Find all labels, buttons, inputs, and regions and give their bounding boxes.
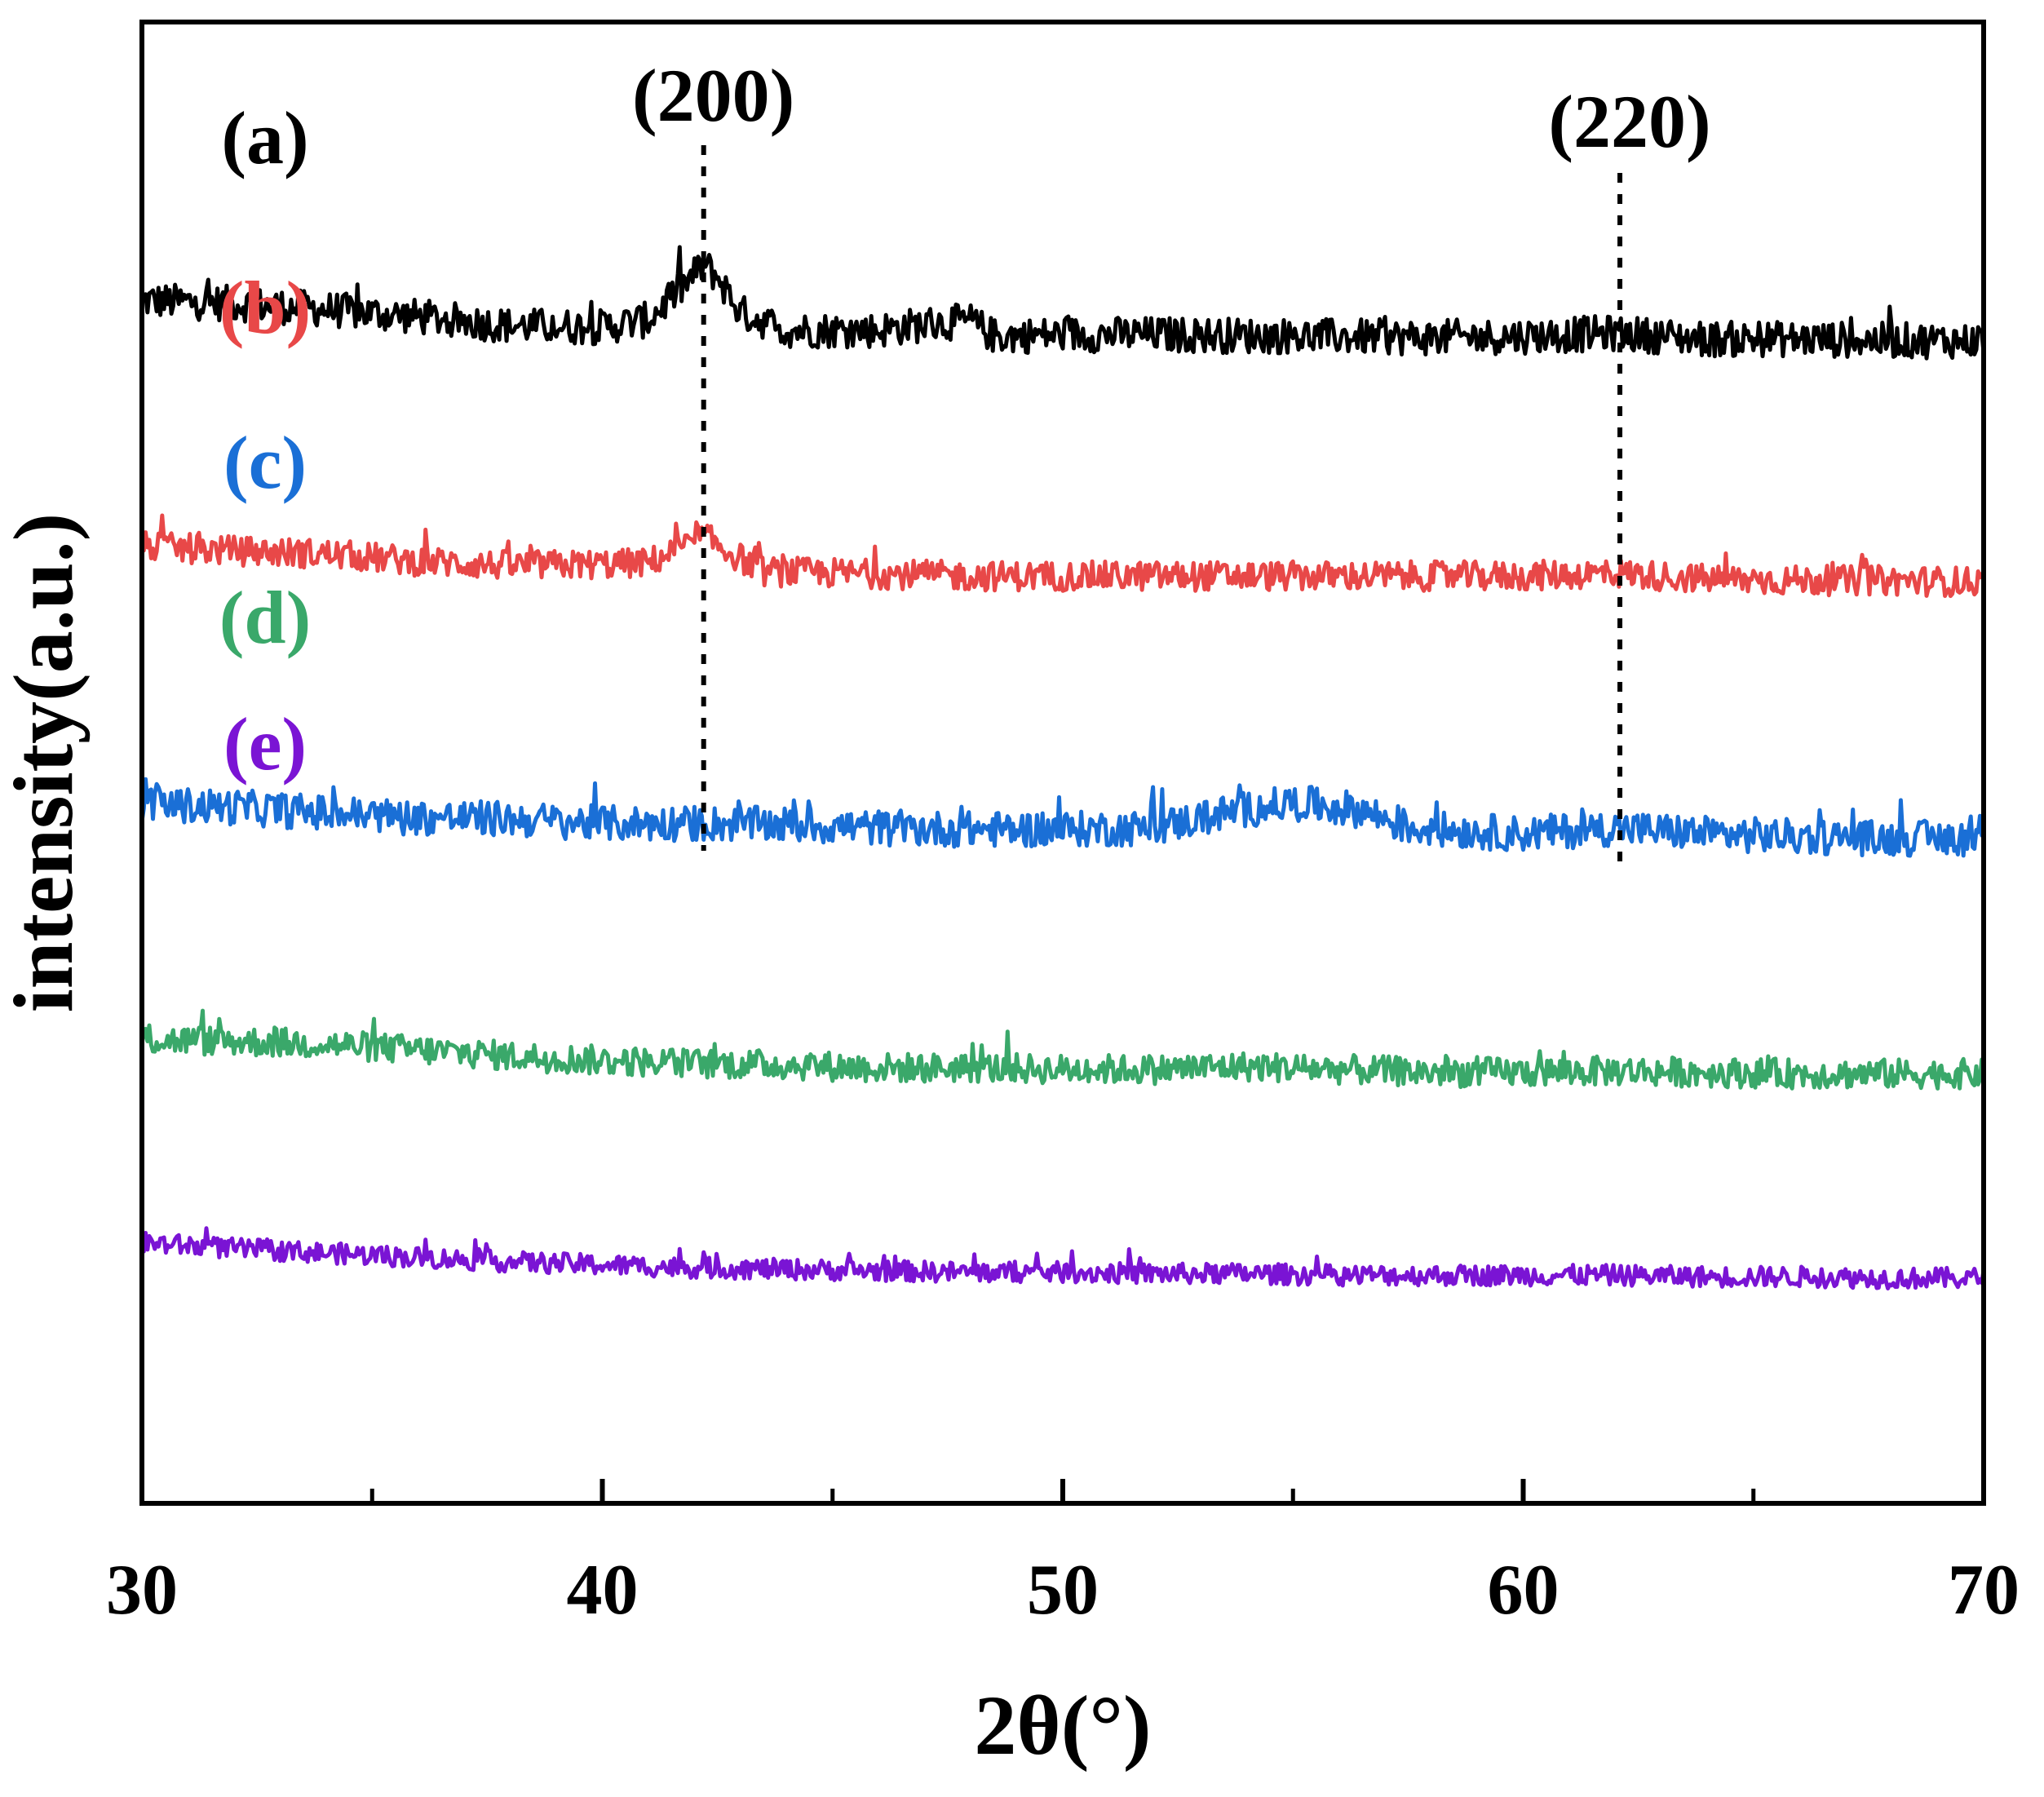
- series-line-a: [140, 245, 1986, 361]
- series-label-d: (d): [219, 576, 311, 659]
- x-tick-label: 40: [567, 1551, 639, 1630]
- x-tick-label: 70: [1948, 1551, 2020, 1630]
- series-line-d: [139, 1008, 1986, 1091]
- y-axis-label: intensity(a.u.): [0, 513, 91, 1012]
- series-label-b: (b): [219, 266, 311, 349]
- series-label-c: (c): [223, 421, 307, 504]
- x-tick-label: 60: [1488, 1551, 1560, 1630]
- x-axis-label: 2θ(°): [974, 1679, 1151, 1773]
- series-label-e: (e): [223, 702, 307, 786]
- series-label-a: (a): [221, 96, 308, 179]
- x-tick-label: 50: [1027, 1551, 1099, 1630]
- axes-layer: 30 40 50 60 70: [106, 1479, 2020, 1630]
- series-line-c: [139, 777, 1985, 858]
- series-line-b: [140, 513, 1986, 599]
- peak-label-220: (220): [1548, 80, 1710, 163]
- plot-layer: (200) (220) (a) (b) (c) (d) (e): [139, 54, 1986, 1290]
- peak-label-200: (200): [632, 54, 794, 137]
- series-line-e: [139, 1226, 1986, 1290]
- x-tick-label: 30: [106, 1551, 178, 1630]
